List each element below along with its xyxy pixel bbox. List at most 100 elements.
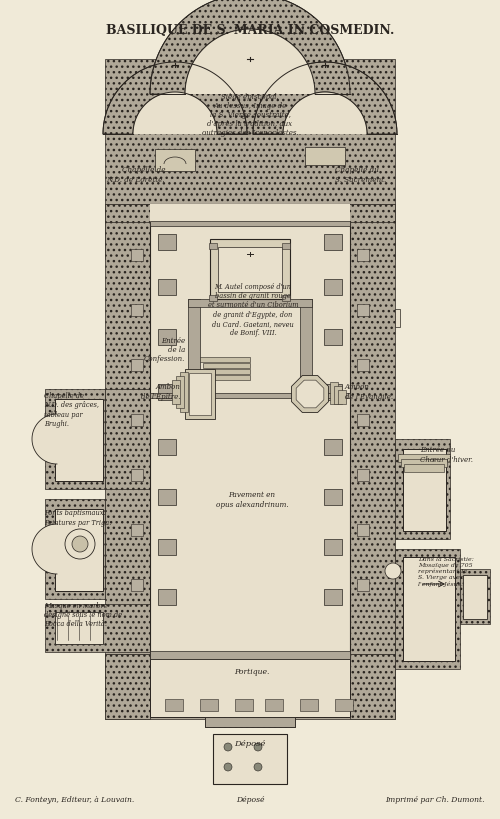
Bar	[158, 540, 176, 555]
Bar	[131, 524, 143, 536]
Bar	[188, 300, 312, 308]
Bar	[105, 390, 150, 490]
Bar	[158, 235, 176, 251]
Bar	[185, 369, 215, 419]
Polygon shape	[292, 376, 329, 413]
Bar	[350, 654, 395, 719]
Bar	[324, 490, 342, 505]
Bar	[330, 382, 338, 405]
Text: C. Fonteyn, Editeur, à Louvain.: C. Fonteyn, Editeur, à Louvain.	[15, 795, 134, 803]
Bar	[404, 464, 444, 473]
Polygon shape	[296, 381, 324, 409]
Bar	[55, 613, 103, 645]
Bar	[158, 279, 176, 296]
Text: Entrée
de la
Confession.: Entrée de la Confession.	[144, 337, 185, 363]
Bar	[357, 579, 369, 591]
Bar	[158, 440, 176, 455]
Bar	[324, 590, 342, 605]
Text: Chapelle du
S. Sacrement.: Chapelle du S. Sacrement.	[335, 166, 386, 183]
Bar	[55, 400, 103, 482]
Bar	[200, 358, 250, 363]
Bar	[403, 450, 446, 532]
Text: Chapelle de
N.D. de Lorette.: Chapelle de N.D. de Lorette.	[106, 166, 165, 183]
Polygon shape	[32, 414, 57, 464]
Bar	[158, 590, 176, 605]
Circle shape	[224, 763, 232, 771]
Bar	[460, 569, 490, 624]
Text: Masque en marbre
désigné sous le nom de
Bocca della Verità.: Masque en marbre désigné sous le nom de …	[44, 601, 122, 627]
Circle shape	[224, 743, 232, 751]
Bar	[324, 385, 342, 400]
Bar	[150, 205, 350, 223]
Polygon shape	[253, 63, 397, 135]
Polygon shape	[283, 93, 367, 135]
Bar	[203, 364, 250, 369]
Bar	[403, 557, 455, 661]
Bar	[55, 509, 103, 591]
Bar	[158, 490, 176, 505]
Bar	[188, 300, 200, 400]
Bar	[150, 651, 350, 659]
Bar	[150, 205, 350, 659]
Bar	[189, 373, 211, 415]
Bar	[205, 717, 295, 727]
Text: Entrée du
Chœur d'hiver.: Entrée du Chœur d'hiver.	[420, 446, 473, 463]
Bar	[282, 296, 290, 301]
Bar	[150, 659, 350, 717]
Bar	[357, 360, 369, 372]
Text: Ambon
de l'Epître.: Ambon de l'Epître.	[140, 383, 180, 400]
Bar	[335, 699, 353, 711]
Text: Portique.: Portique.	[234, 667, 270, 675]
Bar	[395, 550, 460, 669]
Bar	[176, 377, 184, 409]
Bar	[131, 469, 143, 482]
Bar	[395, 310, 400, 328]
Bar	[131, 414, 143, 427]
Bar	[401, 459, 447, 468]
Text: Pavement en
opus alexandrinum.: Pavement en opus alexandrinum.	[216, 491, 288, 508]
Text: Dans la Sacristie:
Mosaïque de 705
représentant la
S. Vierge avec
l'enfant Jésus: Dans la Sacristie: Mosaïque de 705 repré…	[418, 557, 474, 586]
Bar	[200, 699, 218, 711]
Bar	[172, 381, 180, 405]
Bar	[338, 391, 346, 405]
Text: M. Autel composé d'un
bassin de granit rouge
et surmonté d'un Ciborium
de granit: M. Autel composé d'un bassin de granit r…	[208, 283, 298, 337]
Bar	[324, 440, 342, 455]
Bar	[150, 393, 350, 399]
Bar	[334, 387, 342, 405]
Bar	[150, 222, 350, 227]
Bar	[105, 654, 395, 719]
Bar	[205, 717, 295, 727]
Bar	[357, 469, 369, 482]
Bar	[45, 604, 160, 652]
Circle shape	[254, 743, 262, 751]
Bar	[357, 524, 369, 536]
Text: Fonts baptismaux.
Peintures par Triga.: Fonts baptismaux. Peintures par Triga.	[44, 509, 112, 526]
Bar	[357, 305, 369, 317]
Circle shape	[254, 763, 262, 771]
Bar	[158, 385, 176, 400]
Bar	[398, 455, 450, 463]
Text: Siège épiscopal.
Au dessus, Image de
la S. Vierge soustraite,
d'après la traditi: Siège épiscopal. Au dessus, Image de la …	[202, 93, 298, 138]
Bar	[463, 575, 487, 619]
Bar	[131, 250, 143, 262]
Bar	[105, 205, 395, 223]
Bar	[209, 296, 217, 301]
Bar	[350, 205, 395, 659]
Polygon shape	[32, 524, 57, 574]
Bar	[105, 205, 150, 659]
Bar	[209, 244, 217, 250]
Text: Déposé: Déposé	[236, 795, 264, 803]
Circle shape	[65, 529, 95, 559]
Text: Imprimé par Ch. Dumont.: Imprimé par Ch. Dumont.	[386, 795, 485, 803]
Bar	[105, 654, 150, 719]
Bar	[210, 240, 290, 300]
Bar	[324, 279, 342, 296]
Bar	[305, 147, 345, 165]
Bar	[45, 500, 105, 600]
Text: Déposé: Déposé	[234, 739, 266, 747]
Bar	[265, 699, 283, 711]
Bar	[324, 235, 342, 251]
Bar	[235, 699, 253, 711]
Bar	[209, 376, 250, 381]
Polygon shape	[150, 0, 350, 95]
